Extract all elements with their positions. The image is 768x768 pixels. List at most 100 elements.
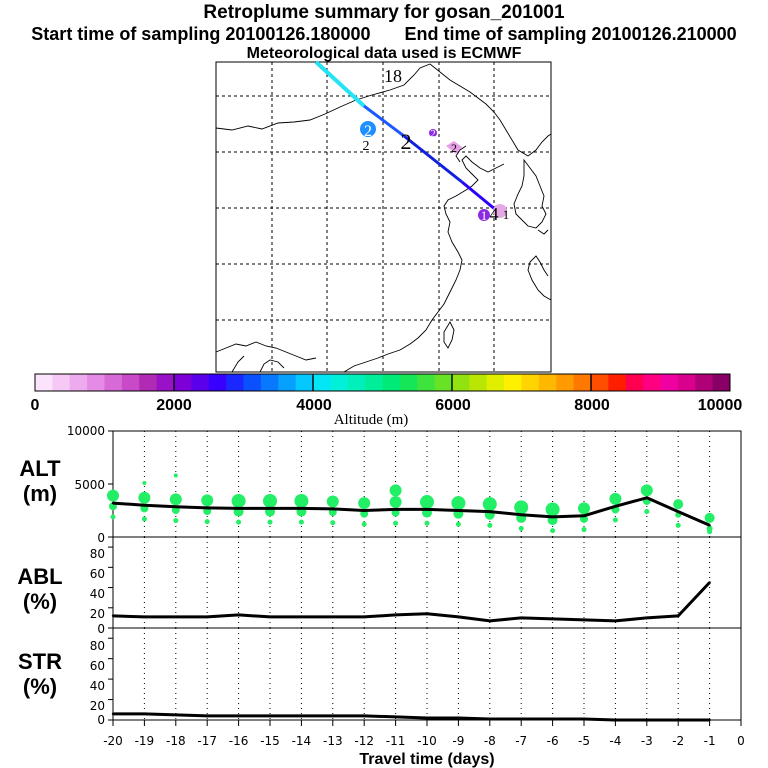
cluster-blob-violet xyxy=(429,129,437,137)
alt-point xyxy=(174,505,177,508)
alt-cluster xyxy=(107,489,119,502)
abl-point xyxy=(268,615,272,619)
alt-cluster xyxy=(267,519,273,525)
cluster-blob-cyan xyxy=(360,121,376,137)
abl-ytick-40: 40 xyxy=(90,587,105,601)
x-tick-label: -10 xyxy=(417,734,437,748)
abl-point xyxy=(645,616,648,620)
alt-ytick-10000: 10000 xyxy=(67,424,105,438)
colorbar-swatch-37 xyxy=(677,374,696,391)
colorbar-tick-4000: 4000 xyxy=(296,397,332,414)
abl-point xyxy=(237,613,240,617)
cluster-blob-pink xyxy=(446,141,462,154)
str-yunit: (%) xyxy=(23,674,57,699)
alt-cluster xyxy=(518,526,524,532)
abl-ytick-80: 80 xyxy=(90,547,105,561)
alt-point xyxy=(394,508,397,511)
colorbar-swatch-12 xyxy=(243,374,262,391)
x-tick-label: -9 xyxy=(452,734,464,748)
str-point xyxy=(174,713,177,717)
abl-ytick-20: 20 xyxy=(90,607,105,621)
colorbar-swatch-9 xyxy=(191,374,210,391)
alt-cluster xyxy=(673,499,684,510)
x-tick-label: 0 xyxy=(737,734,745,748)
colorbar-swatch-14 xyxy=(278,374,297,391)
colorbar-swatch-21 xyxy=(399,374,418,391)
alt-ylabel: ALT xyxy=(19,456,61,481)
alt-cluster xyxy=(142,480,147,485)
abl-point xyxy=(206,615,209,619)
colorbar-swatch-15 xyxy=(295,374,314,391)
alt-point xyxy=(645,496,648,499)
alt-cluster xyxy=(294,493,309,508)
met-data-label: Meteorological data used is ECMWF xyxy=(246,45,522,62)
x-tick-label: -7 xyxy=(515,734,527,748)
colorbar-swatch-25 xyxy=(469,374,488,391)
x-axis-label: Travel time (days) xyxy=(359,751,494,768)
cluster-blob-purple xyxy=(478,209,490,221)
str-point xyxy=(425,716,429,720)
str-ylabel: STR xyxy=(18,649,62,674)
alt-point xyxy=(708,524,711,527)
abl-point xyxy=(457,615,460,619)
alt-cluster xyxy=(545,502,560,517)
colorbar-swatch-3 xyxy=(87,374,105,391)
map-label-2-pink: 2 xyxy=(451,141,457,155)
alt-yunit: (m) xyxy=(23,481,57,506)
abl-point xyxy=(677,614,680,618)
str-ytick-40: 40 xyxy=(90,679,105,693)
str-ytick-60: 60 xyxy=(90,659,105,673)
abl-point xyxy=(425,612,429,616)
alt-cluster xyxy=(358,497,371,510)
colorbar-swatch-33 xyxy=(608,374,627,391)
abl-point xyxy=(300,615,303,619)
colorbar-swatch-34 xyxy=(625,374,644,391)
colorbar-swatch-36 xyxy=(660,374,679,391)
alt-point xyxy=(331,507,334,511)
colorbar-swatch-4 xyxy=(104,374,123,391)
colorbar-swatch-26 xyxy=(486,374,505,391)
colorbar-swatch-1 xyxy=(52,374,71,391)
alt-cluster xyxy=(361,521,367,527)
alt-cluster xyxy=(640,484,653,497)
str-ytick-20: 20 xyxy=(90,699,105,713)
x-tick-label: -2 xyxy=(672,734,684,748)
abl-ytick-60: 60 xyxy=(90,567,105,581)
alt-point xyxy=(614,505,617,508)
str-point xyxy=(488,717,491,721)
map-markers: 18 2 2 2 2 2 1 4 1 xyxy=(360,66,509,224)
str-point xyxy=(300,714,303,718)
trajectory-segment-mid xyxy=(363,104,405,138)
str-point xyxy=(331,714,334,718)
colorbar-swatch-6 xyxy=(139,374,158,391)
alt-point xyxy=(363,509,366,512)
abl-panel: ABL (%) 80 60 40 20 0 xyxy=(17,536,742,636)
abl-yunit: (%) xyxy=(23,589,57,614)
colorbar-tick-2000: 2000 xyxy=(156,397,192,414)
abl-ytick-0: 0 xyxy=(97,622,105,636)
abl-point xyxy=(614,619,617,623)
alt-point xyxy=(488,510,491,513)
str-ytick-80: 80 xyxy=(90,639,105,653)
alt-cluster xyxy=(393,520,399,526)
alt-cluster xyxy=(455,521,461,527)
start-time-label: Start time of sampling 20100126.180000 xyxy=(31,24,371,44)
abl-series xyxy=(111,581,711,623)
x-axis-ticks: -20 -19 -18 -17 -16 -15 -14 -13 -12 -11 -10 -9 -8 -7-… xyxy=(103,720,745,748)
alt-gridlines xyxy=(108,430,711,538)
alt-cluster xyxy=(231,493,246,508)
colorbar-swatch-31 xyxy=(573,374,592,391)
colorbar-swatch-38 xyxy=(695,374,714,391)
colorbar-tick-10000: 10000 xyxy=(698,397,743,414)
abl-point xyxy=(331,615,334,619)
abl-point xyxy=(111,614,115,618)
map-label-2-blue: 2 xyxy=(364,123,372,140)
colorbar-label: Altitude (m) xyxy=(334,412,409,428)
alt-cluster xyxy=(487,522,493,528)
x-tick-label: -6 xyxy=(547,734,559,748)
str-point xyxy=(143,712,146,716)
abl-line xyxy=(112,581,711,623)
colorbar-swatch-16 xyxy=(313,374,331,391)
alt-point xyxy=(457,509,460,512)
